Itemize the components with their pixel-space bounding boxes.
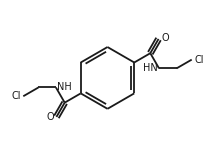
Text: O: O [161,33,169,43]
Text: O: O [46,112,54,122]
Text: NH: NH [57,82,72,92]
Text: Cl: Cl [11,91,21,101]
Text: Cl: Cl [194,55,204,65]
Text: HN: HN [143,63,158,73]
